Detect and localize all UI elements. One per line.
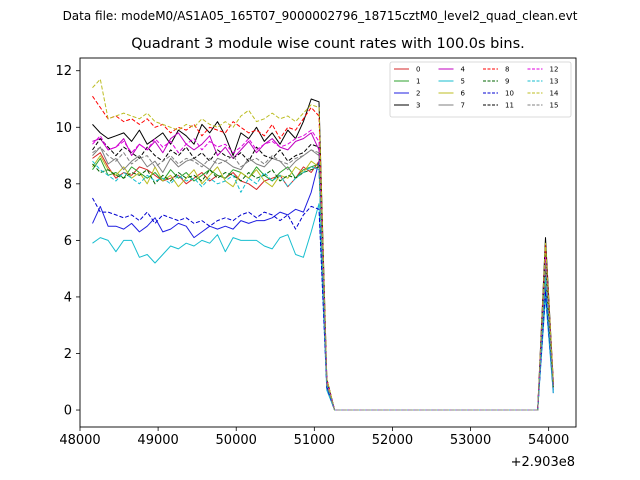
series-line-15	[92, 146, 554, 411]
legend-label: 5	[461, 78, 465, 86]
y-tick-label: 10	[55, 121, 72, 136]
legend-label: 4	[461, 66, 466, 74]
chart-title: Quadrant 3 module wise count rates with …	[131, 36, 525, 52]
legend-label: 1	[416, 78, 420, 86]
y-tick-label: 12	[55, 64, 72, 79]
series-line-10	[92, 197, 554, 411]
plot-frame	[79, 57, 577, 428]
legend-label: 3	[416, 102, 420, 110]
y-tick-label: 8	[64, 177, 72, 192]
series-line-3	[92, 98, 554, 411]
series-line-9	[92, 163, 554, 411]
series-line-13	[92, 160, 554, 411]
x-tick-label: 54000	[528, 433, 569, 448]
y-tick-label: 0	[64, 404, 72, 419]
x-axis: 48000 49000 50000 51000 52000 53000 54000	[59, 427, 569, 448]
x-axis-offset-label: +2.903e8	[511, 455, 575, 470]
x-tick-label: 48000	[59, 433, 100, 448]
legend-label: 9	[505, 78, 509, 86]
legend-label: 2	[416, 90, 420, 98]
legend-label: 10	[505, 90, 514, 98]
series-line-5	[92, 203, 554, 411]
y-tick-label: 6	[64, 234, 72, 249]
legend-label: 7	[461, 102, 465, 110]
series-line-8	[92, 95, 554, 411]
legend-label: 8	[505, 66, 509, 74]
legend-label: 14	[550, 90, 559, 98]
legend-label: 6	[461, 90, 466, 98]
figure-suptitle: Data file: modeM0/AS1A05_165T07_90000027…	[63, 9, 578, 23]
y-tick-label: 4	[64, 290, 72, 305]
legend-label: 15	[550, 102, 559, 110]
x-tick-label: 53000	[450, 433, 491, 448]
series-line-14	[92, 78, 554, 411]
legend-label: 11	[505, 102, 514, 110]
legend-label: 12	[550, 66, 559, 74]
y-axis: 0 2 4 6 8 10 12	[55, 64, 80, 419]
legend-label: 0	[416, 66, 420, 74]
y-tick-label: 2	[64, 347, 72, 362]
plot-lines	[92, 78, 554, 411]
legend-label: 13	[550, 78, 559, 86]
x-tick-label: 50000	[216, 433, 257, 448]
x-tick-label: 51000	[294, 433, 335, 448]
x-tick-label: 52000	[372, 433, 413, 448]
x-tick-label: 49000	[137, 433, 178, 448]
legend-box	[389, 61, 572, 118]
